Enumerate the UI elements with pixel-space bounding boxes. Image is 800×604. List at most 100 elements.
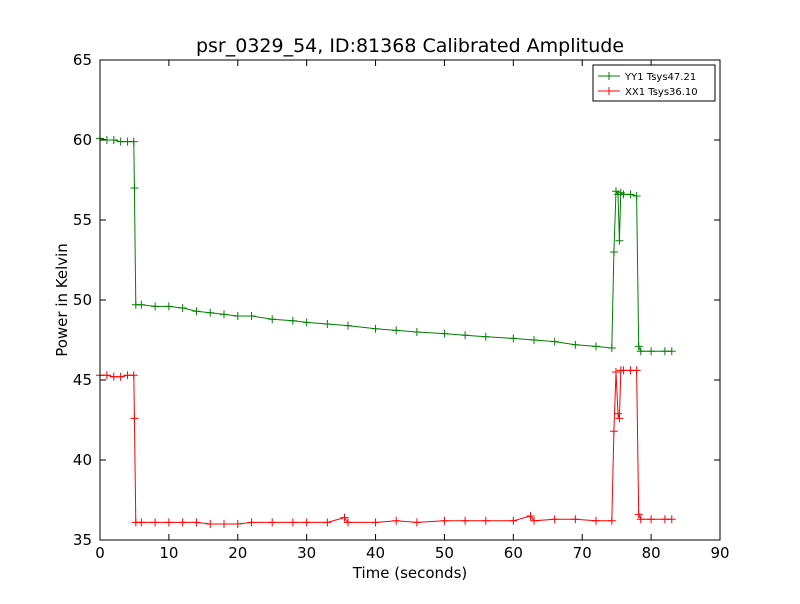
- data-point: [178, 304, 187, 312]
- series-line-1: [100, 369, 672, 525]
- chart-title: psr_0329_54, ID:81368 Calibrated Amplitu…: [196, 35, 624, 57]
- data-point: [626, 190, 635, 199]
- data-point: [550, 515, 559, 524]
- data-point: [647, 347, 656, 356]
- data-point: [288, 518, 297, 527]
- data-point: [116, 372, 125, 381]
- x-tick-label: 90: [710, 544, 729, 562]
- data-point: [340, 513, 349, 522]
- data-point: [634, 510, 643, 519]
- data-point: [611, 187, 620, 196]
- y-tick-label: 60: [73, 131, 92, 149]
- data-point: [571, 340, 580, 349]
- data-point: [392, 326, 401, 335]
- data-point: [344, 321, 352, 330]
- data-point: [392, 516, 401, 525]
- y-axis: 35 40 45 50 55 60 65: [73, 51, 720, 549]
- data-point: [461, 331, 470, 340]
- data-point: [530, 336, 538, 344]
- x-tick-label: 70: [573, 544, 592, 562]
- legend-label: YY1 Tsys47.21: [624, 72, 696, 83]
- data-point: [233, 520, 242, 528]
- data-point: [461, 516, 470, 525]
- plot-area: [96, 59, 721, 541]
- data-point: [634, 342, 643, 351]
- data-point: [302, 518, 311, 527]
- data-point: [667, 347, 676, 356]
- legend-label: XX1 Tsys36.10: [625, 87, 698, 98]
- x-axis-label: Time (seconds): [352, 564, 468, 582]
- data-point: [611, 368, 620, 376]
- data-point: [206, 308, 215, 317]
- data-point: [647, 515, 656, 524]
- data-point: [151, 518, 160, 527]
- data-point: [220, 520, 228, 528]
- data-point: [615, 414, 624, 423]
- data-point: [247, 518, 256, 527]
- data-point: [509, 334, 518, 343]
- data-point: [636, 515, 645, 524]
- data-point: [526, 512, 535, 520]
- data-point: [550, 337, 559, 346]
- data-point: [288, 316, 297, 325]
- data-point: [619, 190, 628, 199]
- data-point: [233, 312, 242, 320]
- data-point: [592, 342, 600, 351]
- data-point: [247, 312, 256, 320]
- data-point: [592, 516, 600, 525]
- data-point: [412, 328, 421, 336]
- data-point: [164, 302, 173, 311]
- data-point: [667, 515, 676, 524]
- x-tick-label: 50: [435, 544, 454, 562]
- data-point: [481, 516, 490, 525]
- data-point: [129, 371, 138, 380]
- data-point: [607, 516, 616, 525]
- x-tick-label: 80: [642, 544, 661, 562]
- data-point: [129, 137, 138, 146]
- data-point: [109, 136, 118, 144]
- y-tick-label: 35: [73, 531, 92, 549]
- x-tick-label: 40: [366, 544, 385, 562]
- data-point: [192, 518, 201, 527]
- data-point: [607, 344, 616, 352]
- data-point: [220, 310, 228, 319]
- data-point: [268, 315, 277, 324]
- data-point: [116, 137, 125, 146]
- legend-marker: [605, 72, 613, 80]
- data-point: [102, 371, 111, 380]
- data-point: [371, 518, 380, 527]
- data-point: [632, 366, 641, 375]
- x-axis: 0 10 20 30 40 50 60 70 80 90: [95, 60, 730, 562]
- data-point: [164, 518, 173, 527]
- data-point: [137, 300, 146, 309]
- data-point: [130, 414, 139, 423]
- data-point: [440, 516, 449, 525]
- data-point: [151, 302, 160, 311]
- data-point: [509, 516, 518, 525]
- data-point: [130, 184, 139, 192]
- data-point: [614, 409, 623, 418]
- data-point: [632, 192, 641, 200]
- x-tick-label: 30: [297, 544, 316, 562]
- plot-frame: [99, 59, 721, 541]
- data-point: [137, 518, 146, 527]
- y-tick-label: 55: [73, 211, 92, 229]
- data-point: [268, 518, 277, 527]
- data-point: [178, 518, 187, 527]
- data-point: [530, 516, 538, 525]
- series-line-0: [99, 137, 672, 352]
- data-point: [660, 515, 669, 524]
- data-point: [440, 329, 449, 338]
- data-point: [571, 515, 580, 524]
- legend-box: [592, 64, 716, 102]
- data-point: [615, 236, 624, 245]
- data-point: [192, 307, 201, 316]
- data-point: [323, 518, 332, 527]
- legend-marker: [605, 87, 613, 95]
- data-point: [660, 347, 669, 356]
- data-point: [481, 332, 490, 341]
- y-tick-label: 50: [73, 291, 92, 309]
- x-tick-label: 0: [95, 544, 105, 562]
- y-tick-label: 40: [73, 451, 92, 469]
